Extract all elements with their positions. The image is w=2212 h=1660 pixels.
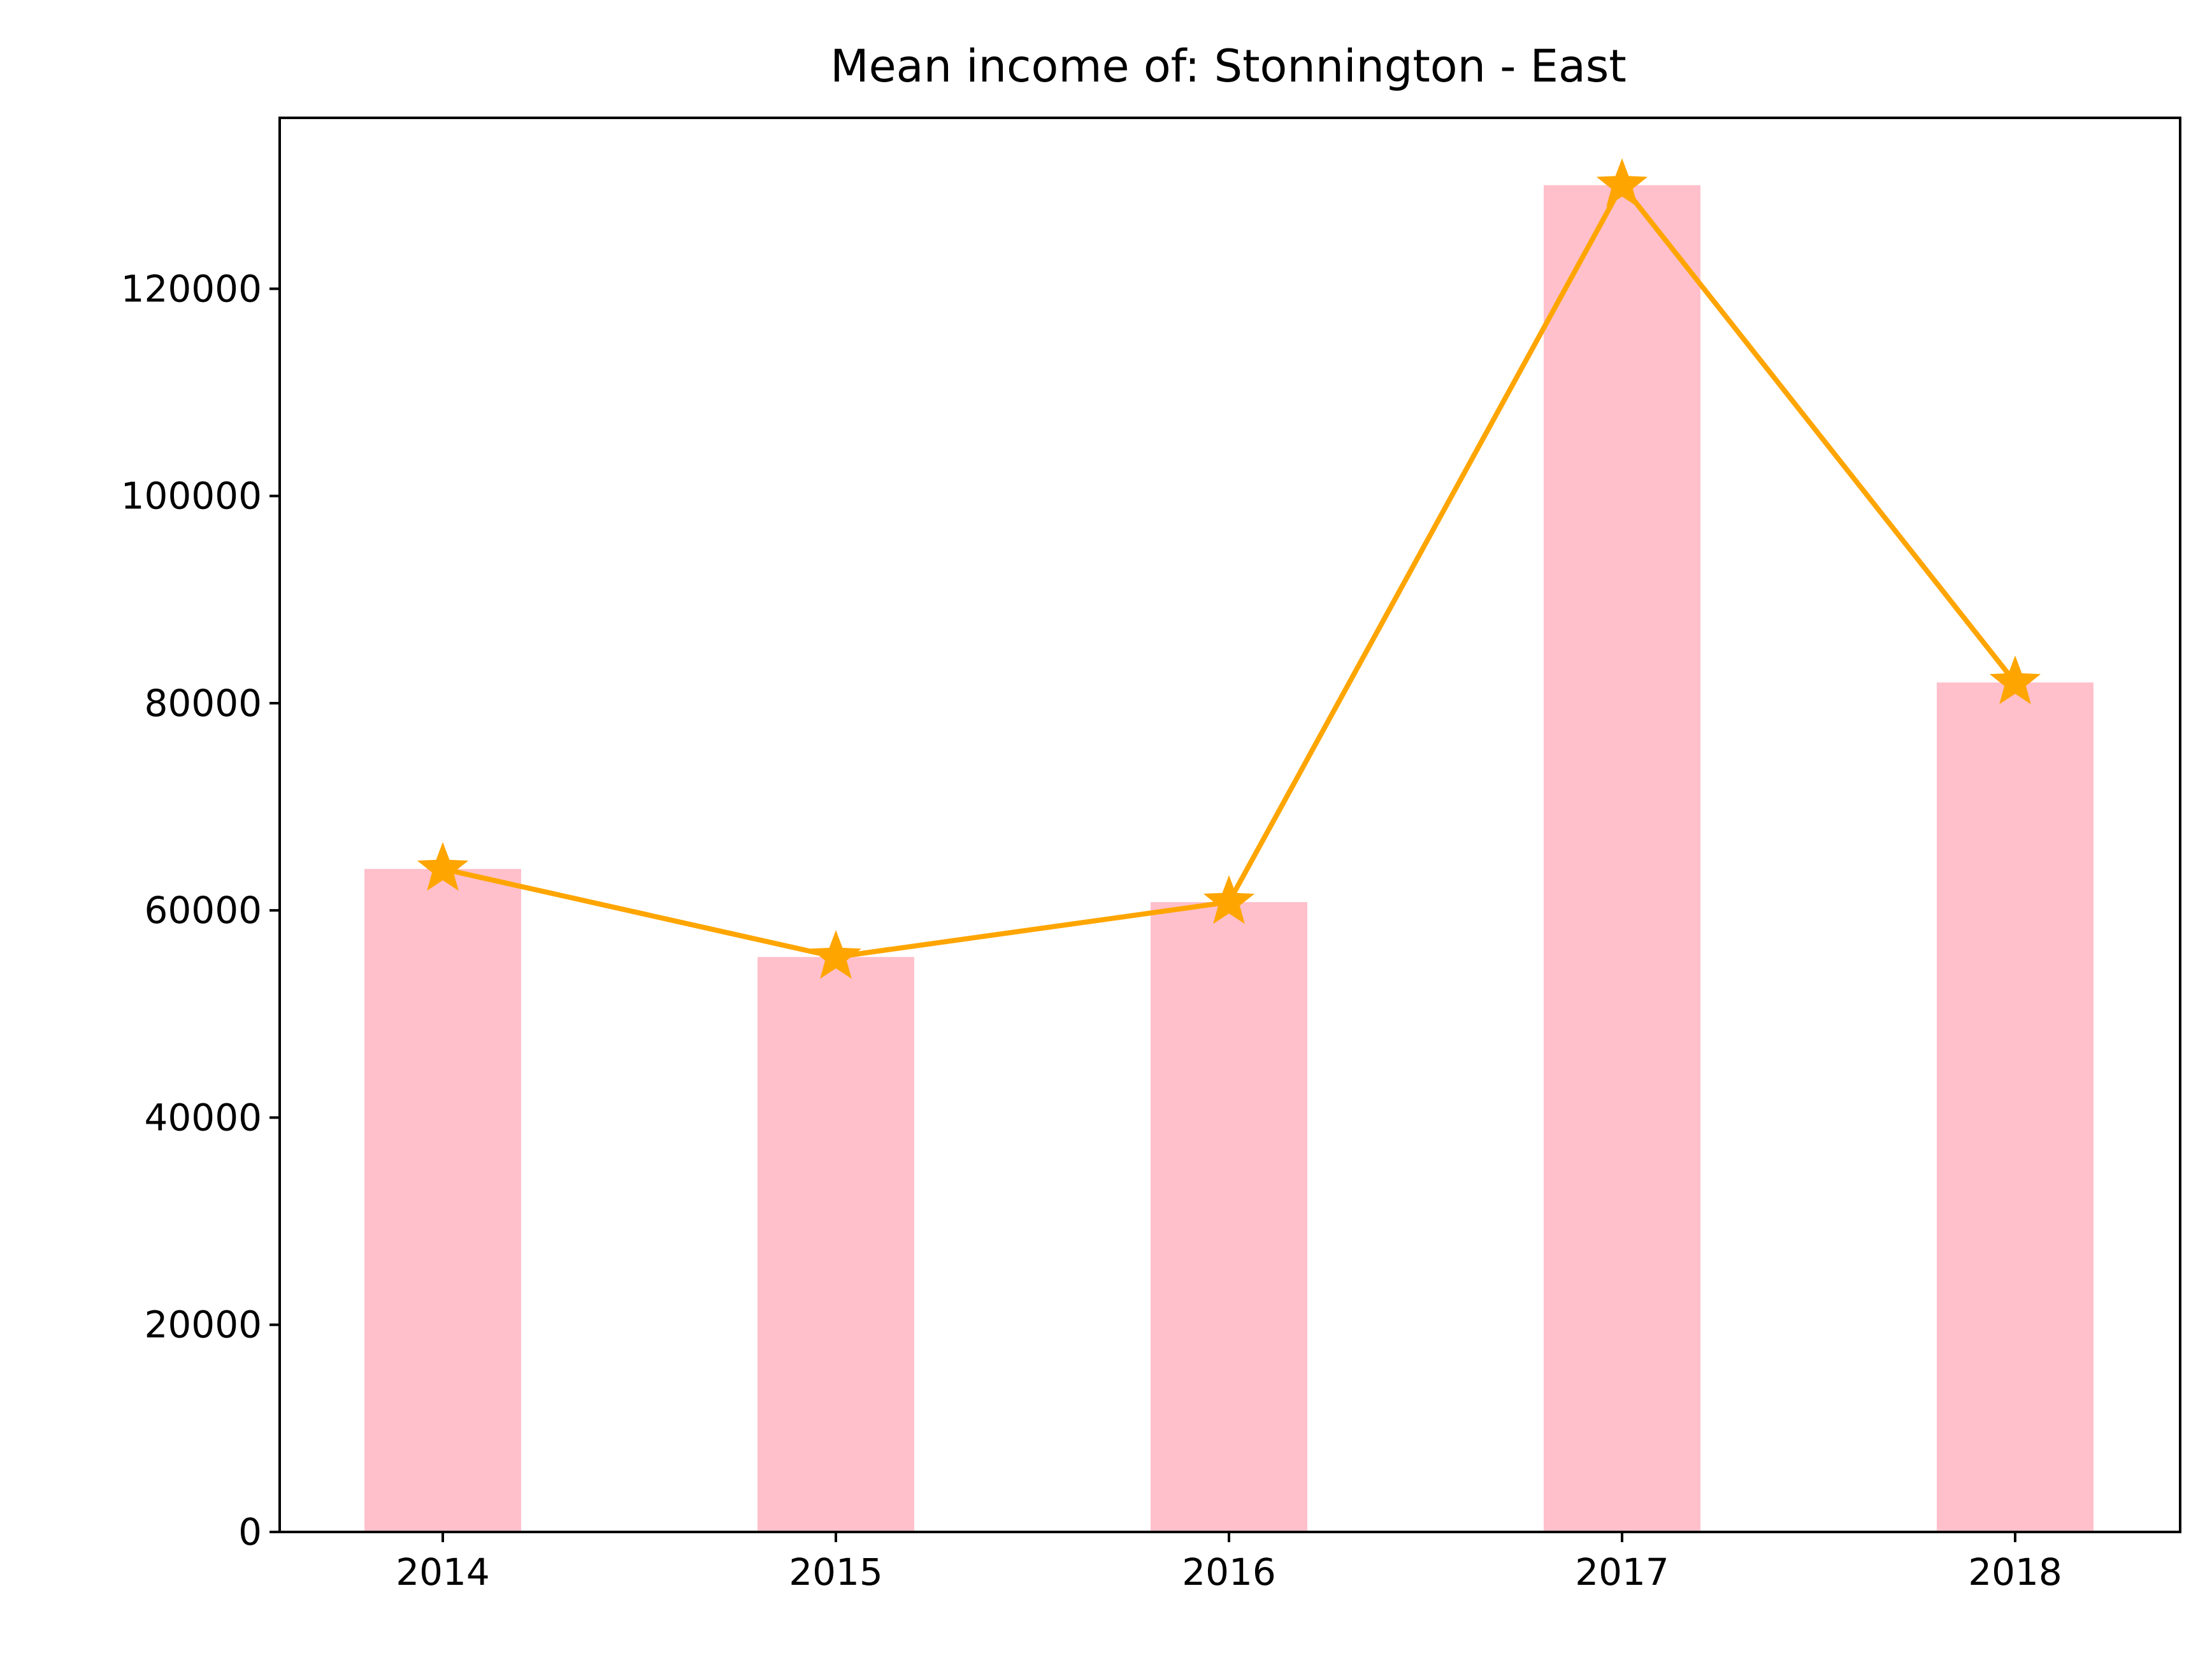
- x-tick-label-2015: 2015: [789, 1550, 883, 1594]
- star-marker-2018: [1989, 655, 2041, 705]
- star-marker-2015: [810, 930, 862, 979]
- line-layer: [417, 158, 2041, 979]
- bar-2018: [1937, 682, 2094, 1532]
- y-tick-label-120000: 120000: [121, 267, 262, 310]
- x-tick-label-2014: 2014: [396, 1550, 490, 1594]
- axes-layer: 0 20000 40000 60000 80000 100000 120000 2014 201…: [121, 117, 2181, 1594]
- bar-2015: [758, 957, 914, 1532]
- bar-2014: [364, 869, 521, 1532]
- bar-2016: [1151, 902, 1307, 1532]
- star-marker-2016: [1203, 875, 1255, 924]
- x-tick-label-2018: 2018: [1968, 1550, 2062, 1594]
- y-tick-label-40000: 40000: [144, 1096, 262, 1139]
- y-tick-label-100000: 100000: [121, 475, 262, 518]
- star-marker-2014: [417, 841, 469, 891]
- bars-layer: [364, 185, 2094, 1532]
- bar-2017: [1544, 185, 1700, 1532]
- x-tick-label-2017: 2017: [1575, 1550, 1669, 1594]
- y-tick-label-80000: 80000: [144, 682, 262, 725]
- y-tick-label-20000: 20000: [144, 1303, 262, 1347]
- x-tick-label-2016: 2016: [1182, 1550, 1276, 1594]
- series-line: [442, 182, 2018, 960]
- y-tick-label-60000: 60000: [144, 889, 262, 932]
- chart-title: Mean income of: Stonnington - East: [830, 40, 1627, 92]
- y-tick-label-0: 0: [238, 1510, 262, 1554]
- star-marker-2017: [1596, 158, 1648, 207]
